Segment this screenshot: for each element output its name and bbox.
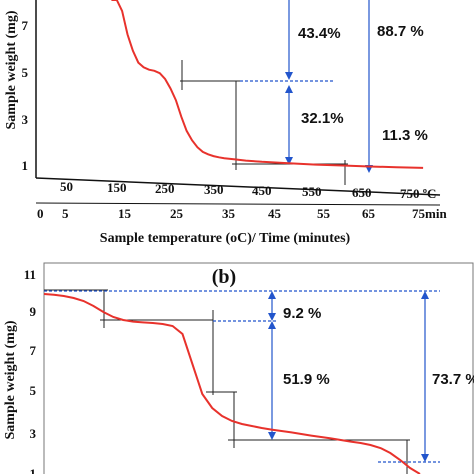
panel-b-ytick: 11 <box>24 267 36 282</box>
panel-b-ytick: 9 <box>30 304 37 319</box>
panel-a-temp-tick: 550 <box>302 184 322 199</box>
panel-a-temp-tick: 350 <box>204 182 224 197</box>
panel-b-series-line <box>43 293 421 474</box>
panel-b-ytick: 1 <box>30 466 37 474</box>
panel-b-title: (b) <box>212 266 236 288</box>
panel-a-temp-tick: 650 <box>352 185 372 200</box>
panel-b-arrowhead <box>268 321 276 329</box>
panel-b-arrowhead <box>268 432 276 440</box>
panel-a-arrowhead <box>285 72 293 80</box>
panel-a-arrowhead <box>285 157 293 165</box>
panel-a-arrowhead <box>285 85 293 93</box>
panel-b-arrowhead <box>421 454 429 462</box>
panel-b: (b) Sample weight (mg) 11 9 7 5 3 1 <box>3 262 474 474</box>
panel-a-time-tick: 55 <box>317 206 331 221</box>
panel-a-time-tick: 5 <box>62 206 69 221</box>
panel-b-ytick: 5 <box>30 383 37 398</box>
panel-a-ylabel: Sample weight (mg) <box>4 10 19 129</box>
panel-a-time-tick: 45 <box>268 206 282 221</box>
panel-a-xlabel: Sample temperature (oC)/ Time (minutes) <box>100 231 351 246</box>
panel-a-time-tick: 75min <box>412 206 447 221</box>
panel-a-temp-tick: 750 ºC <box>400 186 436 201</box>
panel-a-temp-tick: 50 <box>60 179 73 194</box>
panel-a-annotation: 32.1% <box>301 110 344 127</box>
panel-a-time-tick: 35 <box>222 206 236 221</box>
panel-b-annotation: 73.7 % <box>432 371 474 388</box>
panel-a-time-axis <box>35 202 441 206</box>
panel-a-time-tick: 65 <box>362 206 376 221</box>
panel-a-temp-tick: 150 <box>107 180 127 195</box>
panel-b-arrowhead <box>421 291 429 299</box>
panel-b-ytick: 7 <box>30 343 37 358</box>
panel-b-annotation: 51.9 % <box>283 371 330 388</box>
panel-b-ytick: 3 <box>30 426 37 441</box>
panel-a-ytick: 1 <box>22 158 29 173</box>
panel-a-x-axis <box>35 177 441 196</box>
panel-a-series-line <box>111 0 424 169</box>
panel-a-annotation: 88.7 % <box>377 23 424 40</box>
panel-a-time-tick: 15 <box>118 206 132 221</box>
panel-a-temp-tick: 250 <box>155 181 175 196</box>
panel-b-annotation: 9.2 % <box>283 305 321 322</box>
panel-b-ylabel: Sample weight (mg) <box>3 320 18 439</box>
panel-b-arrowhead <box>268 313 276 321</box>
panel-a-ytick: 7 <box>22 18 29 33</box>
panel-a: Sample weight (mg) 7 5 3 1 50 150 250 35… <box>4 0 447 246</box>
panel-b-frame <box>43 262 474 474</box>
panel-a-time-tick: 0 <box>37 206 44 221</box>
panel-a-annotation: 11.3 % <box>382 127 428 144</box>
panel-a-time-tick: 25 <box>170 206 184 221</box>
panel-a-ytick: 3 <box>22 112 29 127</box>
panel-a-temp-tick: 450 <box>252 183 272 198</box>
panel-a-ytick: 5 <box>22 65 29 80</box>
panel-a-annotation: 43.4% <box>298 25 341 42</box>
panel-b-arrowhead <box>268 291 276 299</box>
